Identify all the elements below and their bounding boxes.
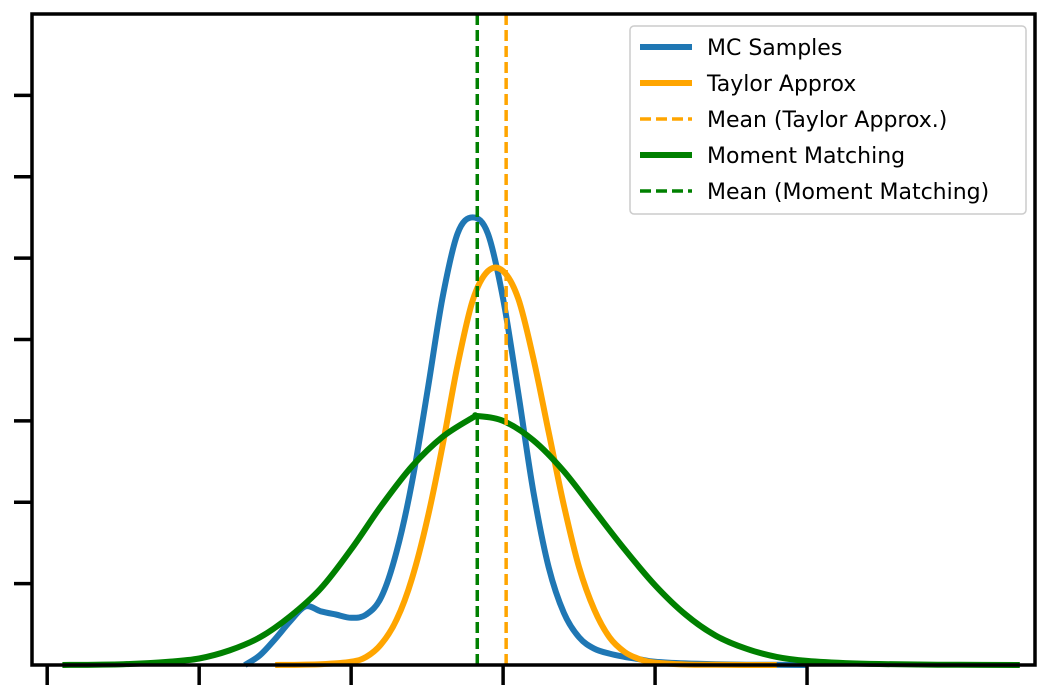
legend-label-mc-samples: MC Samples (707, 36, 842, 61)
legend-label-mean-moment-matching: Mean (Moment Matching) (707, 180, 989, 205)
legend-label-moment-matching: Moment Matching (707, 144, 905, 169)
series-moment-matching (62, 412, 1020, 668)
legend-box (629, 25, 1027, 215)
axes (14, 12, 1037, 685)
legend-label-mean-taylor-approx: Mean (Taylor Approx.) (707, 108, 947, 133)
series-taylor-approx (275, 264, 777, 668)
legend-label-taylor-approx: Taylor Approx (706, 72, 856, 97)
legend: MC Samples Taylor Approx Mean (Taylor Appr… (629, 25, 1027, 215)
plot-lines (62, 14, 1020, 668)
series-mc-samples (243, 214, 808, 668)
